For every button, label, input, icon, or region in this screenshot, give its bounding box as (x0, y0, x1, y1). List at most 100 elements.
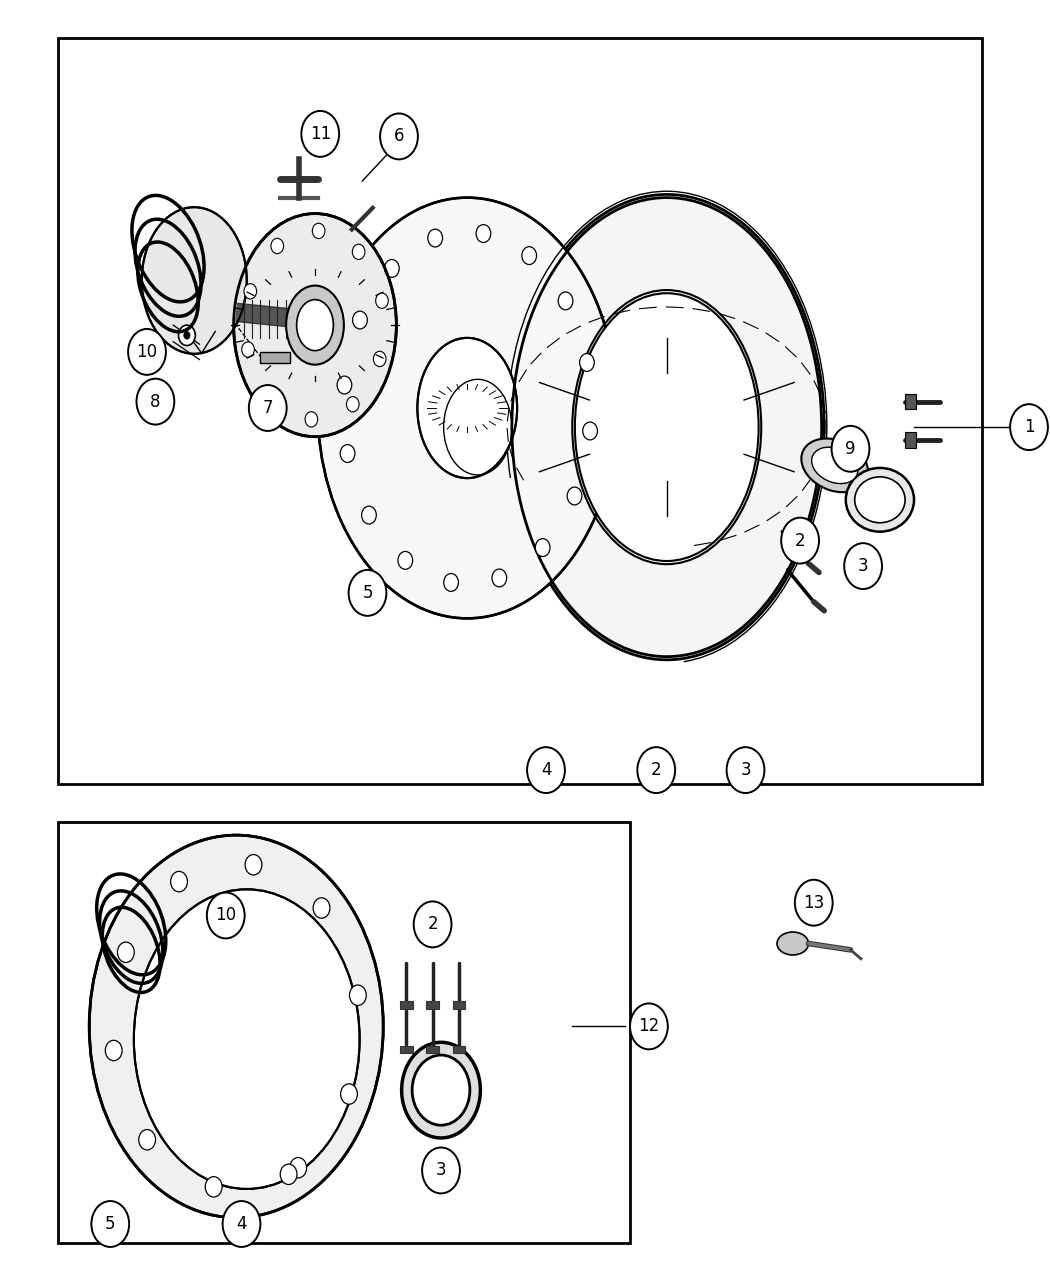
Ellipse shape (812, 448, 858, 483)
Circle shape (244, 283, 256, 298)
Ellipse shape (317, 198, 617, 618)
Circle shape (128, 329, 166, 375)
Ellipse shape (509, 195, 824, 660)
Circle shape (567, 487, 582, 505)
Circle shape (171, 871, 188, 891)
Text: 4: 4 (236, 1215, 247, 1233)
Ellipse shape (855, 477, 905, 523)
Circle shape (527, 747, 565, 793)
Text: 11: 11 (310, 125, 331, 143)
Text: 1: 1 (1024, 418, 1034, 436)
Circle shape (630, 1003, 668, 1049)
Circle shape (476, 224, 490, 242)
Ellipse shape (233, 213, 397, 436)
Ellipse shape (286, 286, 344, 365)
Text: 10: 10 (136, 343, 158, 361)
Bar (453, 1046, 465, 1053)
Bar (426, 1046, 439, 1053)
Text: 10: 10 (215, 907, 236, 924)
Circle shape (522, 246, 537, 264)
Circle shape (444, 574, 459, 592)
Circle shape (361, 506, 376, 524)
Bar (426, 1001, 439, 1009)
Circle shape (349, 570, 386, 616)
Circle shape (313, 898, 330, 918)
Circle shape (340, 1084, 357, 1104)
Bar (58, 38, 982, 784)
Circle shape (832, 426, 869, 472)
Ellipse shape (89, 835, 383, 1218)
Text: 2: 2 (795, 532, 805, 550)
Bar (400, 1001, 413, 1009)
Circle shape (118, 942, 134, 963)
Circle shape (795, 880, 833, 926)
Ellipse shape (142, 208, 247, 354)
Circle shape (374, 352, 386, 367)
Bar (58, 822, 630, 1243)
Circle shape (353, 244, 365, 259)
Circle shape (637, 747, 675, 793)
Circle shape (380, 113, 418, 159)
Text: 7: 7 (262, 399, 273, 417)
Circle shape (306, 412, 318, 427)
Ellipse shape (418, 338, 517, 478)
Bar (905, 432, 916, 448)
Text: 2: 2 (651, 761, 662, 779)
Circle shape (184, 332, 190, 339)
Text: 5: 5 (105, 1215, 116, 1233)
Circle shape (727, 747, 764, 793)
Circle shape (178, 325, 195, 346)
Circle shape (337, 376, 352, 394)
Ellipse shape (846, 468, 914, 532)
Circle shape (414, 901, 452, 947)
Text: 8: 8 (150, 393, 161, 411)
Circle shape (290, 1158, 307, 1178)
Circle shape (312, 223, 324, 238)
Bar (260, 352, 290, 363)
Text: 13: 13 (803, 894, 824, 912)
Circle shape (346, 397, 359, 412)
Circle shape (301, 111, 339, 157)
Circle shape (559, 292, 573, 310)
Circle shape (249, 385, 287, 431)
Circle shape (350, 986, 366, 1006)
Circle shape (583, 422, 597, 440)
Text: 6: 6 (394, 128, 404, 145)
Text: 2: 2 (427, 915, 438, 933)
Circle shape (340, 445, 355, 463)
Circle shape (223, 1201, 260, 1247)
Text: 3: 3 (858, 557, 868, 575)
Text: 3: 3 (436, 1162, 446, 1179)
Circle shape (384, 260, 399, 278)
Circle shape (353, 311, 367, 329)
Ellipse shape (801, 439, 868, 492)
Circle shape (265, 391, 277, 407)
Circle shape (271, 238, 284, 254)
Text: 9: 9 (845, 440, 856, 458)
Circle shape (1010, 404, 1048, 450)
Circle shape (844, 543, 882, 589)
Circle shape (139, 1130, 155, 1150)
Circle shape (580, 353, 594, 371)
Text: 12: 12 (638, 1017, 659, 1035)
Ellipse shape (134, 890, 359, 1188)
Circle shape (422, 1148, 460, 1193)
Bar (400, 1046, 413, 1053)
Ellipse shape (412, 1056, 470, 1126)
Circle shape (427, 230, 442, 247)
Circle shape (781, 518, 819, 564)
Circle shape (136, 379, 174, 425)
Ellipse shape (575, 293, 758, 561)
Circle shape (536, 538, 550, 556)
Ellipse shape (296, 300, 334, 351)
Circle shape (398, 552, 413, 570)
Circle shape (205, 1177, 222, 1197)
Text: 3: 3 (740, 761, 751, 779)
Circle shape (492, 569, 507, 586)
Circle shape (207, 892, 245, 938)
Ellipse shape (401, 1043, 481, 1137)
Circle shape (105, 1040, 122, 1061)
Bar (905, 394, 916, 409)
Circle shape (280, 1164, 297, 1184)
Bar (453, 1001, 465, 1009)
